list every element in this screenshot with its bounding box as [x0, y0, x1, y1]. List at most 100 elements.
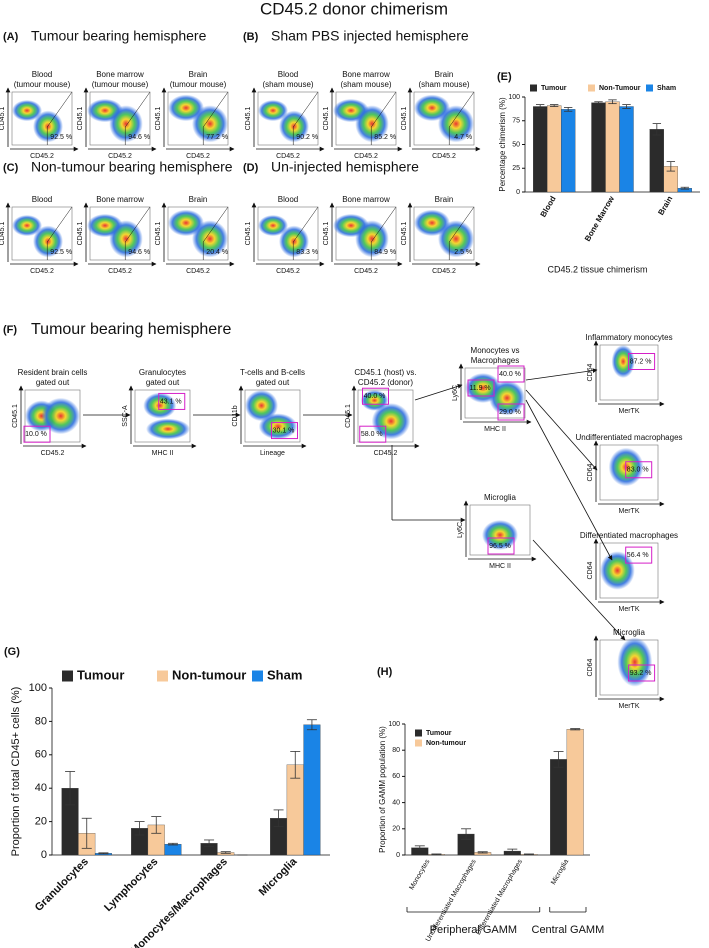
plot-title: Brain [189, 195, 208, 204]
y-tick-label: 100 [388, 721, 400, 728]
plot-title: Monocytes vs [471, 346, 520, 355]
panel-label: (H) [377, 666, 393, 678]
gate-percentage: 43.1 % [160, 398, 182, 405]
gate-percentage: 83.0 % [627, 467, 649, 474]
plot-title: gated out [146, 378, 180, 387]
gate [23, 425, 51, 443]
legend-label: Non-tumour [172, 667, 246, 682]
x-axis-label: CD45.2 [30, 153, 54, 160]
cell-density [258, 413, 298, 440]
panel-title: Tumour bearing hemisphere [31, 321, 232, 338]
gate-percentage: 85.2 % [374, 134, 396, 141]
y-axis-title: Percentage chimerism (%) [498, 97, 507, 192]
legend-swatch [157, 670, 168, 682]
gate-percentage: 92.5 % [50, 249, 72, 256]
x-axis-label: Lineage [260, 450, 285, 457]
cell-density [371, 403, 411, 440]
cell-density [258, 214, 288, 237]
gate-percentage: 83.3 % [296, 249, 318, 256]
x-axis-label: CD45.2 [186, 268, 210, 275]
legend-label: Non-tumour [426, 740, 466, 747]
line [124, 206, 151, 243]
y-tick-label: 60 [392, 773, 400, 780]
plot-title: gated out [256, 378, 290, 387]
gate [497, 365, 525, 383]
bar [649, 129, 664, 193]
cell-density [192, 105, 228, 143]
gate-percentage: 84.9 % [374, 249, 396, 256]
y-axis-label: CD45.1 [401, 222, 408, 246]
x-axis-label: CD45.2 [354, 153, 378, 160]
x-axis-label: MerTK [619, 606, 640, 613]
figure-title: CD45.2 donor chimerism [260, 0, 448, 18]
gate [359, 425, 387, 443]
gate-percentage: 94.6 % [128, 249, 150, 256]
cell-density [12, 99, 42, 122]
cell-density [146, 418, 190, 440]
x-axis-label: CD45.2 [41, 450, 65, 457]
x-tick-label: Brain [656, 194, 674, 216]
panel-title: Tumour bearing hemisphere [31, 28, 207, 44]
gate [362, 387, 389, 405]
gate-percentage: 4.7 % [454, 134, 472, 141]
legend-swatch [252, 670, 263, 682]
plot-title: (sham mouse) [418, 80, 469, 89]
cell-density [109, 105, 143, 143]
cell-density [355, 105, 389, 143]
line [292, 206, 319, 243]
x-tick-label: Bone Marrow [583, 194, 617, 243]
y-axis-label: CD45.1 [155, 222, 162, 246]
panel-label: (E) [497, 71, 512, 83]
gate-percentage: 96.5 % [489, 543, 511, 550]
x-axis-label: CD45.2 [432, 268, 456, 275]
cell-density [279, 225, 309, 258]
gate-percentage: 30.1 % [273, 427, 295, 434]
y-axis-label: CD45.1 [245, 222, 252, 246]
gate-percentage: 94.6 % [128, 134, 150, 141]
gate-percentage: 40.0 % [499, 371, 521, 378]
y-tick-label: 20 [392, 826, 400, 833]
x-axis-label: MerTK [619, 703, 640, 710]
plot-title: Brain [435, 195, 454, 204]
y-tick-label: 0 [396, 852, 400, 859]
gate-percentage: 20.4 % [206, 249, 228, 256]
y-axis-title: Proportion of GAMM population (%) [378, 726, 387, 853]
gate-percentage: 11.9 % [469, 385, 490, 392]
panel-label: (B) [243, 31, 259, 43]
y-tick-label: 100 [29, 682, 47, 694]
gate [497, 403, 525, 421]
panel-label: (D) [243, 162, 259, 174]
plot-title: CD45.1 (host) vs. [354, 368, 416, 377]
group-label: Central GAMM [532, 924, 605, 936]
x-axis-label: CD45.2 [432, 153, 456, 160]
x-axis-label: MerTK [619, 408, 640, 415]
plot-title: Bone marrow [96, 195, 144, 204]
y-axis-label: SSC-A [122, 405, 129, 427]
legend-label: Tumour [77, 667, 124, 682]
legend-swatch [588, 84, 595, 92]
x-axis-title: CD45.2 tissue chimerism [547, 264, 647, 274]
legend-swatch [62, 670, 73, 682]
plot-title: Bone marrow [342, 195, 390, 204]
plot-title: Microglia [613, 628, 646, 637]
cell-density [258, 99, 288, 122]
gate [487, 537, 515, 555]
line [525, 399, 613, 561]
line [370, 206, 397, 243]
plot-title: (tumour mouse) [170, 80, 227, 89]
cell-density [109, 220, 143, 258]
y-tick-label: 40 [392, 799, 400, 806]
x-axis-label: MerTK [619, 508, 640, 515]
legend-label: Sham [657, 85, 676, 92]
y-axis-label: CD45.1 [345, 404, 352, 428]
cell-density [33, 225, 63, 258]
line [448, 206, 475, 243]
x-tick-label: Granulocytes [33, 856, 91, 914]
y-tick-label: 50 [512, 141, 520, 148]
panel-label: (F) [3, 324, 17, 336]
y-axis-label: CD45.1 [77, 222, 84, 246]
plot-title: Blood [32, 70, 52, 79]
y-axis-label: Ly6C [452, 385, 459, 401]
legend-swatch [415, 739, 422, 747]
